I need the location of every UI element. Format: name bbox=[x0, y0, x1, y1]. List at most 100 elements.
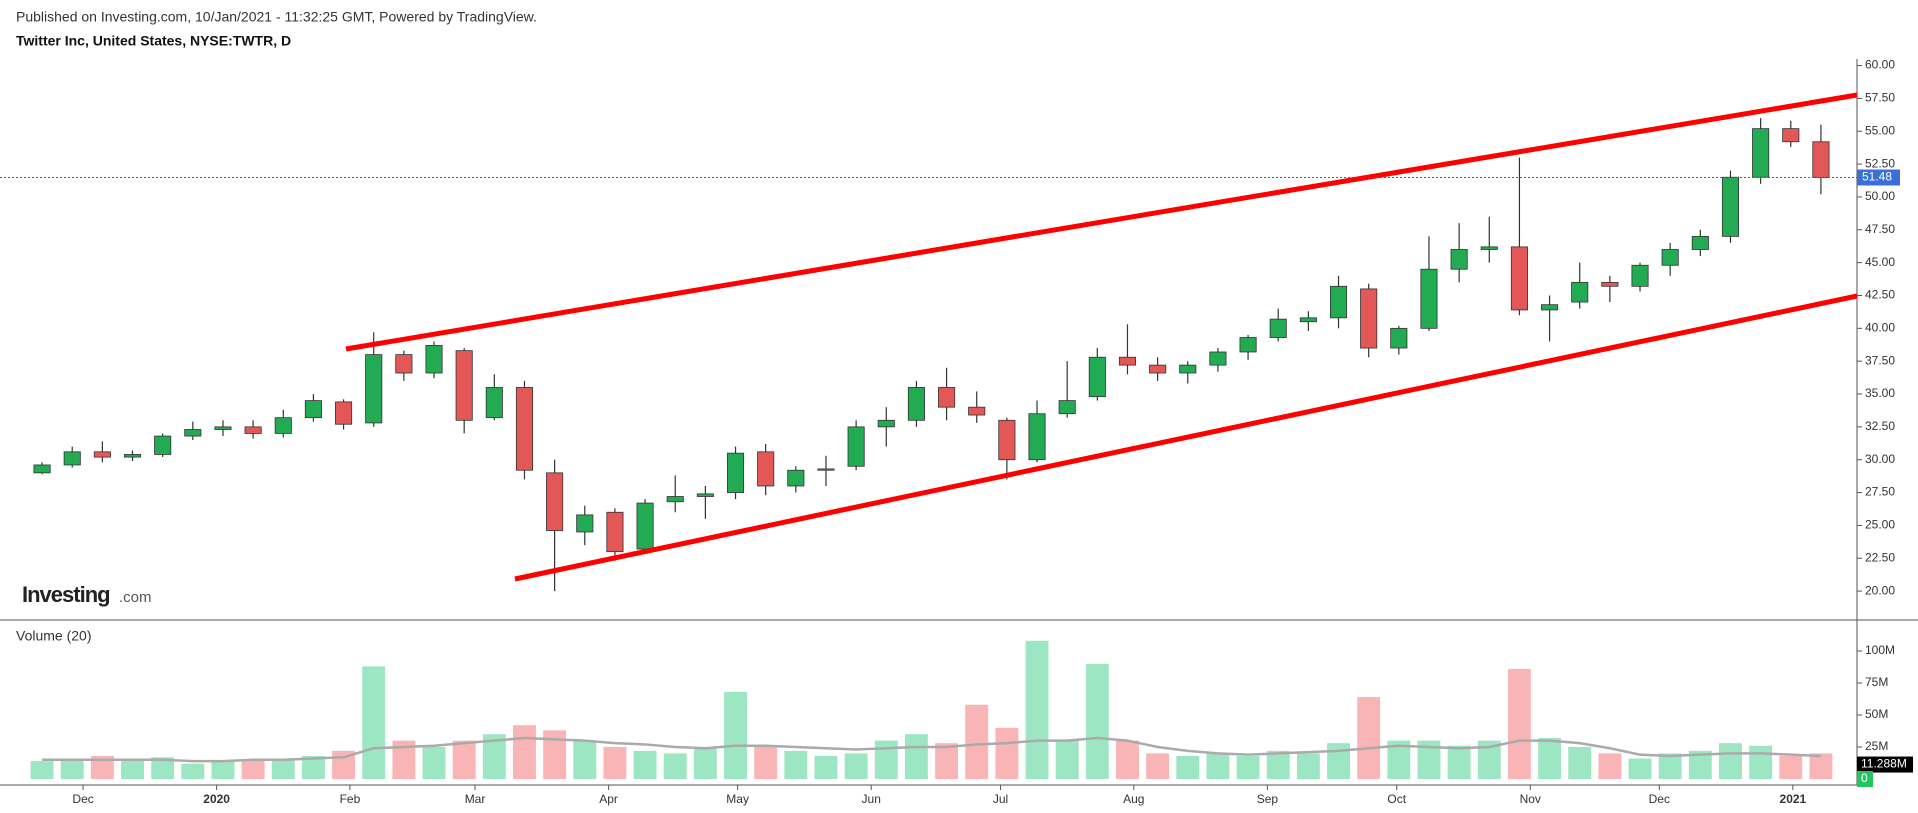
y-tick-label: 57.50 bbox=[1865, 91, 1895, 105]
x-tick-label: May bbox=[726, 792, 749, 806]
candle-body bbox=[907, 387, 925, 421]
candle-body bbox=[33, 464, 51, 474]
volume-bar bbox=[814, 755, 838, 779]
x-tick-label: Oct bbox=[1387, 792, 1406, 806]
volume-bar bbox=[60, 758, 84, 779]
candle-body bbox=[485, 387, 503, 419]
candle-body bbox=[726, 452, 745, 493]
chart-title: Twitter Inc, United States, NYSE:TWTR, D bbox=[16, 33, 291, 49]
candle-body bbox=[1721, 176, 1740, 237]
candle-body bbox=[455, 350, 473, 421]
y-tick-label: 40.00 bbox=[1865, 321, 1895, 335]
volume-bar bbox=[241, 759, 265, 779]
volume-bar bbox=[995, 727, 1019, 779]
volume-bar bbox=[1357, 697, 1381, 779]
volume-bar bbox=[1417, 740, 1441, 779]
volume-bar bbox=[30, 761, 54, 779]
volume-bar bbox=[1085, 663, 1109, 779]
candle-body bbox=[93, 451, 111, 458]
candle-body bbox=[1058, 400, 1076, 415]
volume-bar bbox=[362, 666, 386, 779]
volume-tick-label: 50M bbox=[1865, 707, 1888, 721]
y-tick-label: 22.50 bbox=[1865, 550, 1895, 564]
volume-bar bbox=[1327, 743, 1350, 779]
volume-bar bbox=[452, 740, 476, 779]
volume-ma-line bbox=[42, 736, 1821, 763]
volume-bar bbox=[1387, 740, 1411, 779]
volume-bar bbox=[211, 761, 235, 779]
candle-body bbox=[636, 502, 654, 550]
volume-bar bbox=[935, 743, 959, 779]
volume-bar bbox=[422, 747, 446, 779]
candle-body bbox=[154, 435, 172, 455]
volume-bar bbox=[573, 740, 597, 779]
candle-body bbox=[395, 354, 413, 374]
volume-marker-box bbox=[1857, 771, 1873, 787]
candle-body bbox=[1752, 128, 1770, 178]
candle-body bbox=[1631, 264, 1649, 287]
volume-bar bbox=[965, 704, 989, 779]
candle-body bbox=[1209, 351, 1227, 366]
volume-bar bbox=[1146, 753, 1170, 779]
x-tick-label: Dec bbox=[1649, 792, 1670, 806]
volume-bar bbox=[392, 740, 416, 779]
volume-bar bbox=[754, 747, 778, 779]
volume-bar bbox=[904, 734, 928, 779]
volume-bar bbox=[1296, 753, 1320, 779]
logo: Investing bbox=[22, 582, 110, 607]
volume-bar bbox=[181, 763, 205, 779]
last-price-label: 51.48 bbox=[1862, 170, 1892, 184]
candle-body bbox=[1390, 327, 1408, 349]
candle-body bbox=[968, 406, 986, 416]
volume-bar bbox=[1116, 740, 1139, 779]
x-tick-label: Apr bbox=[599, 792, 618, 806]
volume-bar bbox=[844, 753, 868, 779]
candle-body bbox=[787, 469, 805, 487]
candle-body bbox=[1420, 268, 1438, 329]
candle-body bbox=[696, 493, 714, 497]
volume-bar bbox=[603, 747, 627, 779]
candle-body bbox=[304, 400, 322, 419]
volume-bar bbox=[693, 748, 717, 779]
volume-last-label: 11.288M bbox=[1861, 757, 1907, 771]
candle-body bbox=[1480, 246, 1498, 250]
volume-bar bbox=[543, 730, 567, 779]
x-tick-label: Feb bbox=[340, 792, 361, 806]
candle-body bbox=[515, 387, 534, 471]
volume-bar bbox=[1538, 738, 1562, 779]
y-tick-label: 42.50 bbox=[1865, 288, 1895, 302]
candle-body bbox=[1541, 304, 1559, 311]
y-tick-label: 20.00 bbox=[1865, 583, 1895, 597]
candle-body bbox=[335, 401, 353, 425]
volume-bar bbox=[1176, 755, 1200, 779]
volume-bar bbox=[151, 757, 175, 779]
volume-tick-label: 100M bbox=[1865, 643, 1895, 657]
candle-body bbox=[757, 451, 775, 487]
volume-bar bbox=[1688, 750, 1712, 779]
volume-bar bbox=[513, 725, 536, 779]
y-tick-label: 52.50 bbox=[1865, 156, 1895, 170]
x-tick-label: Jun bbox=[862, 792, 881, 806]
x-tick-label: Jul bbox=[993, 792, 1008, 806]
candle-body bbox=[546, 472, 564, 532]
volume-bar bbox=[724, 691, 747, 779]
candle-body bbox=[1149, 364, 1167, 374]
volume-bar bbox=[1025, 640, 1049, 779]
candle-body bbox=[1601, 281, 1619, 287]
candle-body bbox=[1179, 364, 1197, 374]
y-tick-label: 47.50 bbox=[1865, 222, 1895, 236]
candle-body bbox=[1299, 317, 1317, 323]
volume-bar bbox=[1809, 753, 1833, 779]
y-tick-label: 50.00 bbox=[1865, 189, 1895, 203]
candle-body bbox=[1510, 246, 1528, 311]
candle-body bbox=[666, 496, 684, 503]
candle-body bbox=[365, 354, 383, 424]
candle-body bbox=[1691, 235, 1709, 250]
candle-body bbox=[1329, 285, 1348, 319]
candle-body bbox=[1239, 337, 1257, 353]
candle-body bbox=[214, 426, 232, 430]
logo-suffix: .com bbox=[119, 589, 152, 606]
x-tick-label: Dec bbox=[72, 792, 93, 806]
candle-body bbox=[1661, 249, 1679, 266]
